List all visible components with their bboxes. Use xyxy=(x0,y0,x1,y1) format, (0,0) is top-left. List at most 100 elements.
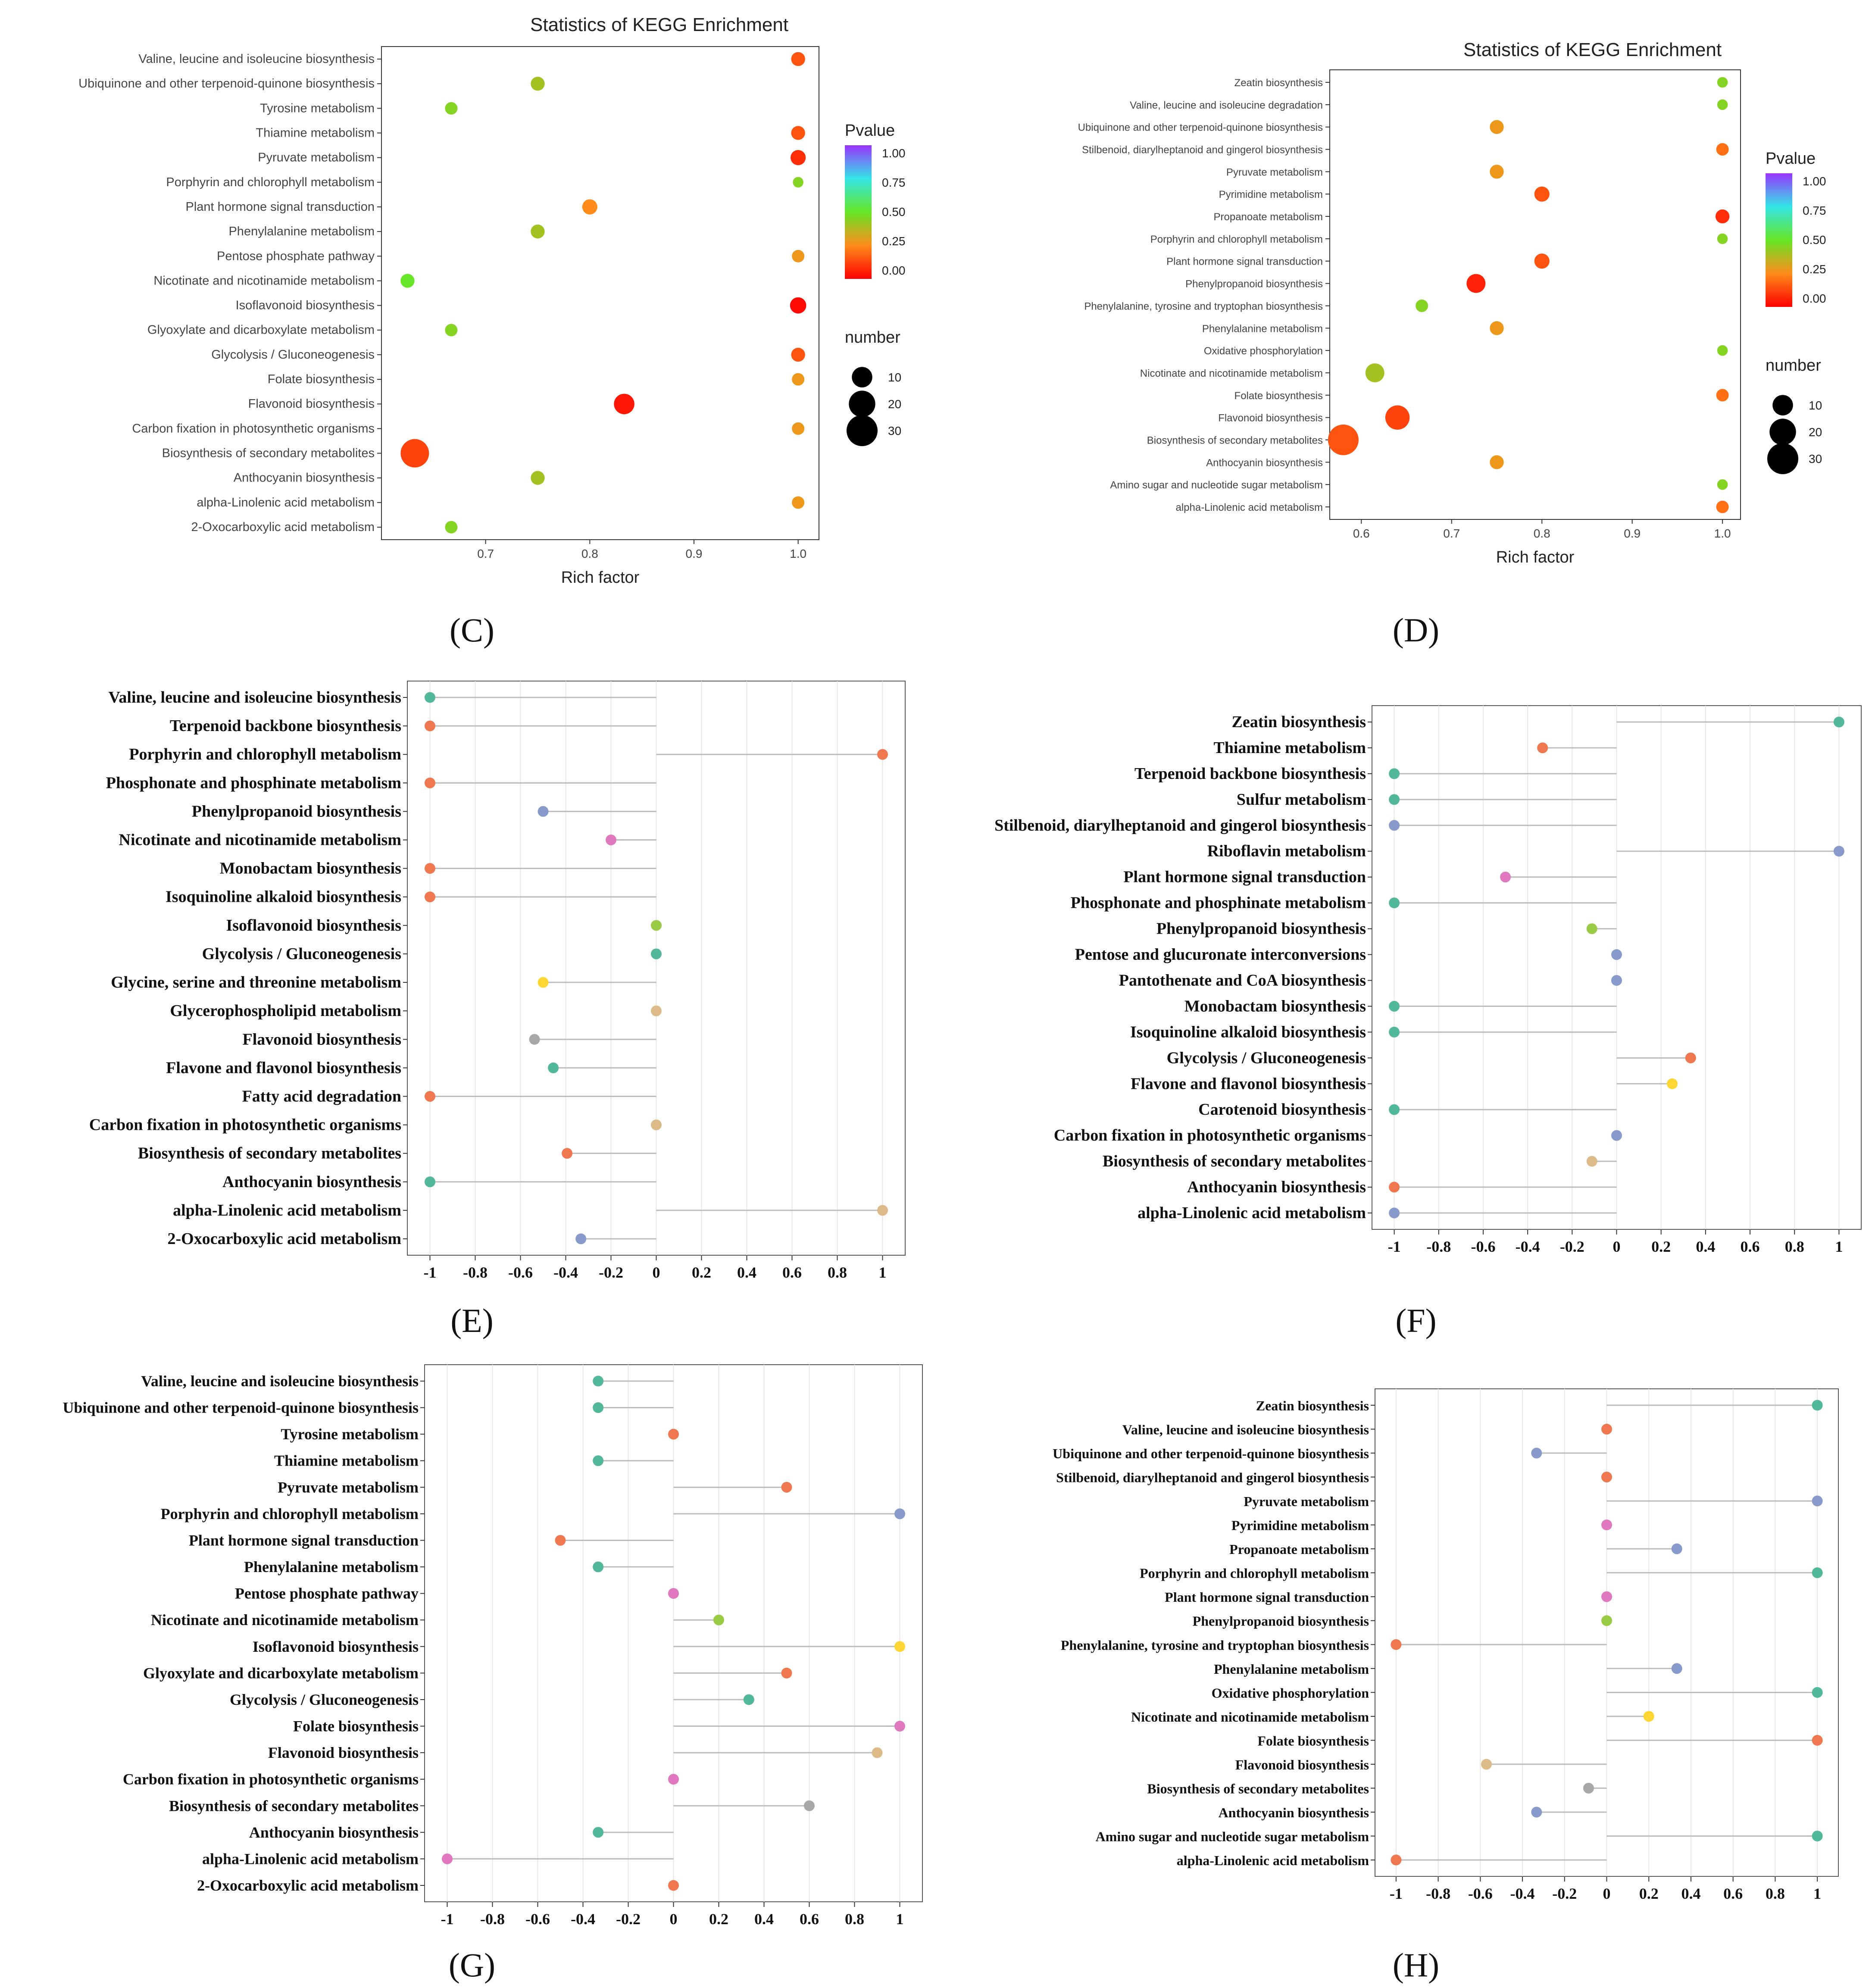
y-category-label: Terpenoid backbone biosynthesis xyxy=(1134,765,1366,783)
panel-c: Statistics of KEGG Enrichment 0.7 0.8 0.9 1.… xyxy=(78,14,905,649)
data-point xyxy=(1717,233,1728,244)
y-category-label: Flavone and flavonol biosynthesis xyxy=(1131,1075,1366,1093)
lollipop-point xyxy=(877,1205,888,1216)
lollipop-point xyxy=(593,1375,604,1387)
y-category-label: Isoflavonoid biosynthesis xyxy=(236,299,375,313)
lollipop-point xyxy=(781,1667,792,1679)
panel-caption: (D) xyxy=(1393,611,1439,649)
lollipop-point xyxy=(1601,1591,1612,1602)
lollipop-point xyxy=(425,720,435,731)
lollipop-point xyxy=(651,948,662,960)
y-category-label: Carbon fixation in photosynthetic organi… xyxy=(89,1116,401,1134)
y-category-label: Anthocyanin biosynthesis xyxy=(1206,457,1323,469)
size-legend-label: 10 xyxy=(888,371,901,384)
data-point xyxy=(531,471,545,485)
lollipop-point xyxy=(1389,1104,1400,1115)
x-tick-label: -0.4 xyxy=(553,1264,578,1281)
colorbar-label: 0.75 xyxy=(882,176,906,189)
plot-frame xyxy=(381,46,819,540)
x-tick-label: -0.2 xyxy=(616,1910,641,1928)
y-category-label: Flavonoid biosynthesis xyxy=(1218,413,1323,424)
y-category-label: Flavone and flavonol biosynthesis xyxy=(166,1059,401,1077)
lollipop-point xyxy=(1391,1854,1402,1866)
lollipop-point xyxy=(668,1588,679,1599)
lollipop-point xyxy=(538,977,549,988)
y-category-label: Oxidative phosphorylation xyxy=(1204,345,1323,357)
x-tick-label: -0.4 xyxy=(1516,1238,1540,1255)
size-legend-dot xyxy=(1767,443,1799,475)
data-point xyxy=(1490,120,1504,134)
x-tick-label: -0.8 xyxy=(1426,1238,1451,1255)
panel-caption: (G) xyxy=(449,1946,495,1984)
y-category-label: Ubiquinone and other terpenoid-quinone b… xyxy=(78,77,375,91)
y-category-label: Nicotinate and nicotinamide metabolism xyxy=(1131,1709,1369,1725)
y-category-label: Stilbenoid, diarylheptanoid and gingerol… xyxy=(1082,144,1323,156)
lollipop-point xyxy=(1389,768,1400,779)
y-category-label: alpha-Linolenic acid metabolism xyxy=(1175,502,1323,513)
data-point xyxy=(1490,455,1504,469)
y-category-label: Thiamine metabolism xyxy=(1213,739,1366,757)
x-tick-label: -0.8 xyxy=(1426,1885,1450,1902)
data-point xyxy=(1716,389,1729,402)
lollipop-point xyxy=(1583,1782,1594,1794)
y-category-label: Flavonoid biosynthesis xyxy=(268,1744,419,1761)
y-category-label: Stilbenoid, diarylheptanoid and gingerol… xyxy=(994,816,1366,835)
y-category-label: Pentose and glucuronate interconversions xyxy=(1075,946,1366,964)
lollipop-point xyxy=(593,1455,604,1466)
y-category-label: Propanoate metabolism xyxy=(1229,1541,1369,1557)
lollipop-point xyxy=(425,692,435,703)
lollipop-point xyxy=(894,1508,905,1519)
lollipop-point xyxy=(548,1062,559,1073)
lollipop-point xyxy=(425,1091,435,1102)
y-category-label: 2-Oxocarboxylic acid metabolism xyxy=(168,1230,401,1248)
lollipop-point xyxy=(1389,897,1400,909)
y-category-label: Biosynthesis of secondary metabolites xyxy=(1147,1781,1369,1796)
y-category-label: Folate biosynthesis xyxy=(293,1718,419,1735)
lollipop-point xyxy=(1601,1472,1612,1483)
lollipop-point xyxy=(1389,820,1400,831)
data-point xyxy=(793,177,803,188)
colorbar-label: 0.50 xyxy=(1803,233,1826,247)
lollipop-point xyxy=(1812,1735,1823,1746)
y-category-label: Flavonoid biosynthesis xyxy=(243,1030,402,1048)
data-point xyxy=(1365,363,1384,382)
y-category-label: Stilbenoid, diarylheptanoid and gingerol… xyxy=(1056,1470,1369,1485)
y-category-label: Nicotinate and nicotinamide metabolism xyxy=(1140,368,1323,379)
y-category-label: Valine, leucine and isoleucine biosynthe… xyxy=(1122,1422,1369,1438)
y-category-label: Valine, leucine and isoleucine degradati… xyxy=(1130,100,1323,111)
colorbar-label: 0.25 xyxy=(1803,263,1826,276)
lollipop-point xyxy=(1611,949,1622,960)
panel-g: -1 -0.8 -0.6 -0.4 -0.2 0 0.2 0.4 0.6 0.8 1 Valine, … xyxy=(63,1364,923,1984)
x-tick-label: 0.8 xyxy=(581,547,598,560)
data-point xyxy=(792,422,805,435)
y-category-label: Pantothenate and CoA biosynthesis xyxy=(1119,971,1366,989)
size-legend-dot xyxy=(849,391,875,417)
lollipop-point xyxy=(804,1800,815,1811)
x-tick-label: 0 xyxy=(1613,1238,1621,1255)
size-legend-dot xyxy=(1769,419,1796,445)
y-category-label: alpha-Linolenic acid metabolism xyxy=(173,1201,401,1219)
data-point xyxy=(582,199,597,215)
panel-caption: (C) xyxy=(450,611,494,649)
y-category-label: Glycolysis / Gluconeogenesis xyxy=(211,348,375,362)
data-point xyxy=(1715,209,1730,224)
y-category-label: Folate biosynthesis xyxy=(1234,390,1323,402)
y-category-label: Monobactam biosynthesis xyxy=(1184,997,1366,1015)
panel-caption: (E) xyxy=(450,1302,494,1339)
panel-d: Statistics of KEGG Enrichment 0.6 0.7 0.8 0.… xyxy=(1078,39,1826,649)
lollipop-point xyxy=(668,1880,679,1891)
y-category-label: Nicotinate and nicotinamide metabolism xyxy=(153,274,375,288)
lollipop-point xyxy=(743,1694,754,1705)
y-category-label: Biosynthesis of secondary metabolites xyxy=(162,447,375,460)
lollipop-point xyxy=(538,806,549,817)
y-category-label: Carbon fixation in photosynthetic organi… xyxy=(1054,1126,1366,1144)
lollipop-point xyxy=(1391,1639,1402,1650)
lollipop-point xyxy=(651,1005,662,1016)
y-category-label: Glycolysis / Gluconeogenesis xyxy=(230,1691,419,1708)
x-tick-label: 0.4 xyxy=(1696,1238,1715,1255)
lollipop-point xyxy=(1601,1519,1612,1531)
y-category-label: Phenylalanine metabolism xyxy=(244,1558,419,1575)
lollipop-point xyxy=(1531,1447,1542,1459)
lollipop-point xyxy=(425,1176,435,1188)
data-point xyxy=(1717,99,1728,110)
